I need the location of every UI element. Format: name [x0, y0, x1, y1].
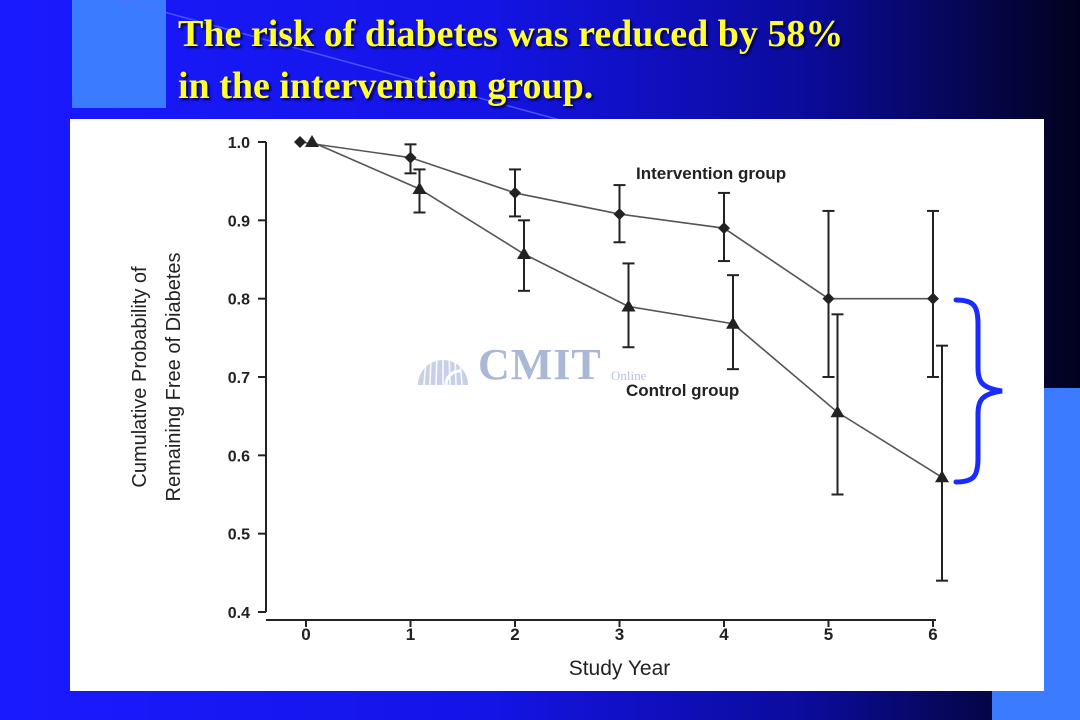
x-tick-label: 6 [928, 625, 937, 644]
y-tick-label: 1.0 [228, 135, 250, 152]
x-tick-label: 0 [301, 625, 310, 644]
series-line [299, 141, 933, 300]
data-point-triangle [517, 247, 531, 260]
data-point-diamond [927, 292, 939, 305]
watermark: CMIT Online [416, 340, 696, 391]
x-axis-label: Study Year [569, 657, 671, 680]
y-tick-label: 0.8 [228, 292, 250, 309]
y-axis-label-line-2: Remaining Free of Diabetes [163, 252, 185, 501]
data-point-triangle [935, 470, 949, 483]
x-tick-label: 1 [406, 625, 415, 644]
data-point-triangle [726, 316, 740, 329]
series-label-control: Control group [626, 381, 739, 400]
decorative-square-top [72, 0, 166, 108]
data-point-diamond [613, 208, 626, 221]
data-point-diamond [404, 151, 417, 164]
slide-title-line-2: in the intervention group. [178, 65, 594, 107]
data-point-triangle [621, 299, 636, 312]
data-point-triangle [830, 405, 845, 418]
globe-icon [418, 349, 468, 386]
x-tick-label: 5 [824, 625, 833, 644]
data-point-diamond [822, 292, 835, 305]
series-label-intervention: Intervention group [636, 164, 786, 183]
y-tick-label: 0.9 [228, 213, 250, 230]
data-point-triangle [305, 135, 319, 147]
x-tick-label: 3 [615, 625, 624, 644]
y-tick-label: 0.4 [228, 605, 250, 622]
watermark-subtext: Online [611, 368, 647, 383]
y-tick-label: 0.6 [228, 448, 250, 465]
watermark-text: CMIT [478, 340, 602, 389]
data-point-triangle [412, 182, 427, 194]
survival-chart: 1.0 0.9 0.8 0.7 0.6 0.5 0.4 0 1 2 3 4 5 6 Study Year Cu… [129, 135, 949, 680]
chart-panel: CMIT Online 1.0 0.9 0.8 0.7 0.6 0.5 0.4 0 1 2 3 4 5 6… [70, 119, 1044, 691]
slide-title-line-1: The risk of diabetes was reduced by 58% [178, 13, 844, 55]
y-axis-label-line-1: Cumulative Probability of [129, 266, 151, 488]
data-point-diamond [718, 222, 730, 235]
y-tick-label: 0.5 [228, 527, 250, 544]
curly-brace-icon [953, 297, 1003, 485]
data-point-diamond [294, 136, 306, 148]
y-tick-label: 0.7 [228, 370, 250, 387]
x-tick-label: 4 [719, 625, 729, 644]
slide-title: The risk of diabetes was reduced by 58% … [178, 8, 998, 112]
data-point-diamond [509, 186, 521, 199]
x-tick-label: 2 [510, 625, 519, 644]
